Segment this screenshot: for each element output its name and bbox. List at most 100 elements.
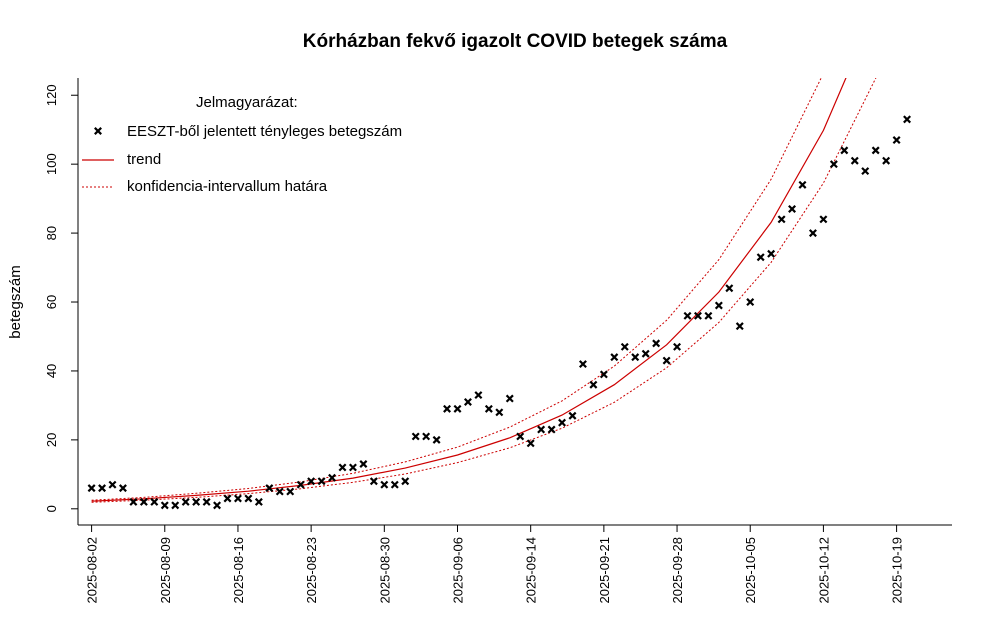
data-point (829, 160, 838, 169)
confidence-bound-line (91, 78, 877, 503)
y-tick-label: 20 (44, 433, 59, 447)
data-point (286, 487, 295, 496)
x-tick-label: 2025-10-19 (890, 537, 905, 604)
data-point (505, 394, 514, 403)
legend: Jelmagyarázat: EESZT-ből jelentett tényl… (82, 94, 402, 195)
data-point (223, 494, 232, 503)
y-tick-label: 60 (44, 295, 59, 309)
data-point (87, 484, 96, 493)
chart-title: Kórházban fekvő igazolt COVID betegek sz… (303, 31, 728, 52)
data-point (296, 480, 305, 489)
legend-title: Jelmagyarázat: (196, 94, 298, 111)
data-point (850, 156, 859, 165)
data-point (610, 353, 619, 362)
data-point (213, 501, 222, 510)
data-point (474, 391, 483, 400)
data-point (892, 136, 901, 145)
data-point (767, 249, 776, 258)
data-point (129, 497, 138, 506)
data-point (307, 477, 316, 486)
legend-entry-label: konfidencia-intervallum határa (127, 178, 328, 195)
data-point (788, 204, 797, 213)
data-point (662, 356, 671, 365)
data-point (516, 432, 525, 441)
data-point (348, 463, 357, 472)
data-point (798, 180, 807, 189)
data-point (150, 497, 159, 506)
confidence-bound-line (91, 78, 822, 501)
data-point (641, 349, 650, 358)
data-point (411, 432, 420, 441)
legend-entries: EESZT-ből jelentett tényleges betegszám t… (82, 123, 402, 195)
data-point (244, 494, 253, 503)
data-point (903, 115, 912, 124)
data-point (819, 215, 828, 224)
data-point (714, 301, 723, 310)
data-point (620, 342, 629, 351)
y-tick-label: 40 (44, 364, 59, 378)
y-tick-label: 120 (44, 84, 59, 106)
x-tick-label: 2025-09-21 (597, 537, 612, 604)
data-point (840, 146, 849, 155)
data-point (192, 497, 201, 506)
data-point (882, 156, 891, 165)
data-point (526, 439, 535, 448)
y-ticks: 0 20 40 60 80 100 120 (44, 84, 78, 512)
data-point (202, 497, 211, 506)
data-point (380, 480, 389, 489)
data-point (422, 432, 431, 441)
data-point (871, 146, 880, 155)
data-point (108, 480, 117, 489)
x-tick-label: 2025-09-06 (451, 537, 466, 604)
data-point (704, 311, 713, 320)
data-point (808, 229, 817, 238)
data-point (453, 404, 462, 413)
x-tick-label: 2025-09-14 (524, 537, 539, 604)
data-point (233, 494, 242, 503)
x-tick-label: 2025-08-30 (377, 537, 392, 604)
data-point (443, 404, 452, 413)
data-point (328, 473, 337, 482)
y-tick-label: 100 (44, 153, 59, 175)
data-point (265, 484, 274, 493)
data-point (589, 380, 598, 389)
data-point (317, 477, 326, 486)
data-point (558, 418, 567, 427)
data-point (725, 284, 734, 293)
data-point (139, 497, 148, 506)
data-point (160, 501, 169, 510)
data-point (338, 463, 347, 472)
data-point (861, 167, 870, 176)
y-tick-label: 80 (44, 226, 59, 240)
series-lines (91, 78, 877, 503)
data-point (484, 404, 493, 413)
data-point (495, 408, 504, 417)
data-point (275, 487, 284, 496)
y-axis-label: betegszám (7, 265, 24, 338)
x-tick-label: 2025-08-16 (231, 537, 246, 604)
data-point (756, 253, 765, 262)
data-point (599, 370, 608, 379)
x-tick-label: 2025-08-23 (304, 537, 319, 604)
data-point (181, 497, 190, 506)
data-point (578, 360, 587, 369)
data-point (683, 311, 692, 320)
data-point (547, 425, 556, 434)
data-point (369, 477, 378, 486)
legend-point-swatch (94, 127, 102, 135)
data-point (735, 322, 744, 331)
x-tick-label: 2025-10-05 (743, 537, 758, 604)
data-point (673, 342, 682, 351)
data-point (401, 477, 410, 486)
trend-line (91, 78, 847, 502)
data-point (568, 411, 577, 420)
data-point (537, 425, 546, 434)
data-point (746, 298, 755, 306)
x-ticks: 2025-08-02 2025-08-09 2025-08-16 2025-08-23… (85, 525, 905, 604)
data-point (631, 353, 640, 362)
data-point (777, 215, 786, 224)
y-tick-label: 0 (44, 505, 59, 512)
x-tick-label: 2025-08-02 (85, 537, 100, 604)
